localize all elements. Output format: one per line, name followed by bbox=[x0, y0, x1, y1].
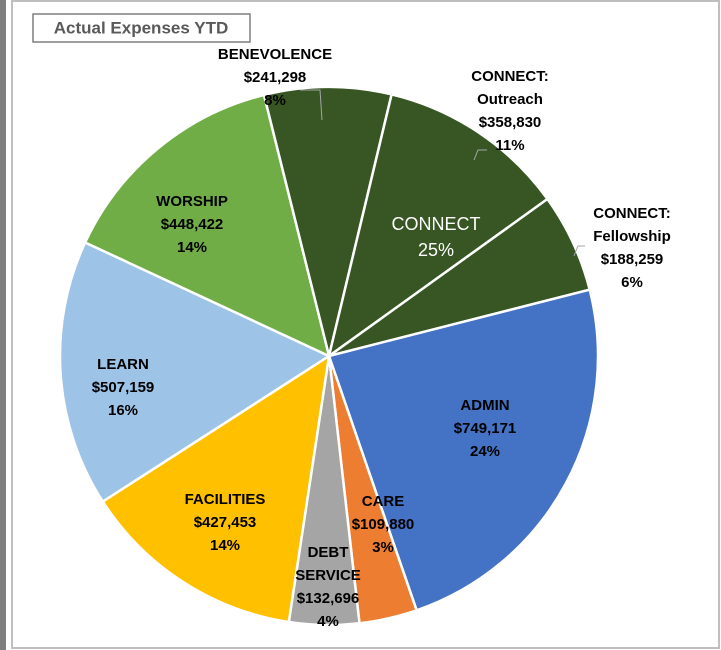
value-label: $507,159 bbox=[92, 379, 155, 396]
percent-label: 8% bbox=[264, 92, 286, 109]
value-label: $132,696 bbox=[297, 590, 360, 607]
slice-label: Fellowship bbox=[593, 228, 671, 245]
slice-label: SERVICE bbox=[295, 567, 361, 584]
value-label: $358,830 bbox=[479, 114, 542, 131]
frame bbox=[11, 0, 720, 649]
value-label: $427,453 bbox=[194, 514, 257, 531]
slice-label: CONNECT: bbox=[593, 205, 671, 222]
value-label: $749,171 bbox=[454, 420, 517, 437]
pie-slice bbox=[58, 240, 332, 504]
group-label: CONNECT bbox=[392, 214, 481, 234]
pie-slice bbox=[327, 92, 550, 359]
slice-label: WORSHIP bbox=[156, 193, 228, 210]
percent-label: 14% bbox=[210, 537, 240, 554]
percent-label: 24% bbox=[470, 443, 500, 460]
slice-label: LEARN bbox=[97, 356, 149, 373]
percent-label: 6% bbox=[621, 274, 643, 291]
percent-label: 4% bbox=[317, 613, 339, 630]
value-label: $448,422 bbox=[161, 216, 224, 233]
percent-label: 11% bbox=[495, 137, 524, 154]
leader-line bbox=[573, 245, 585, 257]
slice-label: Outreach bbox=[477, 91, 543, 108]
slice-label: BENEVOLENCE bbox=[218, 46, 332, 63]
group-percent: 25% bbox=[418, 240, 454, 260]
slice-label: DEBT bbox=[308, 544, 349, 561]
title-box bbox=[32, 13, 251, 43]
chart-title: Actual Expenses YTD bbox=[54, 18, 228, 37]
pie-slice bbox=[101, 353, 331, 624]
value-label: $241,298 bbox=[244, 69, 307, 86]
value-label: $188,259 bbox=[601, 251, 664, 268]
left-edge bbox=[0, 0, 6, 650]
slice-label: ADMIN bbox=[460, 397, 509, 414]
slice-label: FACILITIES bbox=[185, 491, 266, 508]
pie-slice bbox=[262, 85, 394, 357]
leader-line bbox=[473, 149, 487, 161]
slice-label: CONNECT: bbox=[471, 68, 549, 85]
pie-slice bbox=[83, 93, 331, 359]
percent-label: 16% bbox=[108, 402, 138, 419]
slice-label: CARE bbox=[362, 493, 405, 510]
percent-label: 14% bbox=[177, 239, 207, 256]
percent-label: 3% bbox=[372, 539, 394, 556]
leader-line bbox=[300, 89, 323, 121]
value-label: $109,880 bbox=[352, 516, 415, 533]
pie-slice bbox=[327, 288, 600, 612]
